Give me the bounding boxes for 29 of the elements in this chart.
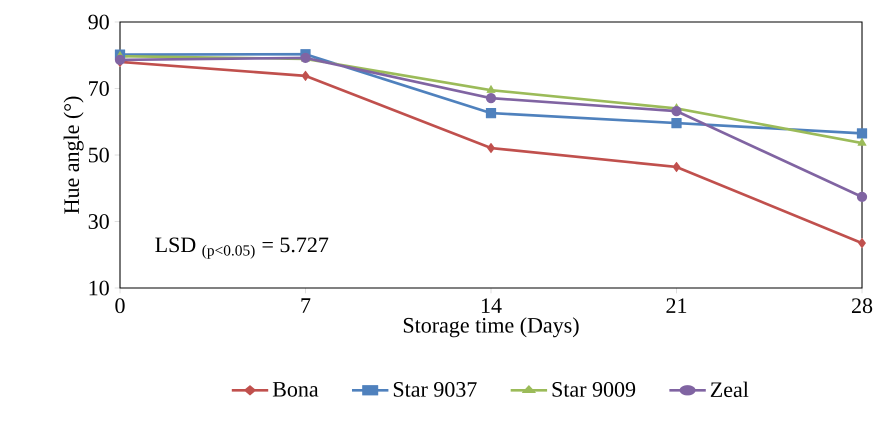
- legend-label: Zeal: [710, 382, 748, 398]
- point: [856, 192, 868, 202]
- legend-label: Star 9037: [394, 382, 477, 397]
- y-tick-label: 10: [90, 280, 109, 296]
- point: [486, 93, 496, 104]
- point: [858, 238, 866, 248]
- point: [486, 108, 496, 118]
- y-tick-label: 70: [89, 81, 109, 96]
- x-axis-title: Storage time (Days): [404, 317, 579, 338]
- y-tick-label: 30: [88, 214, 109, 229]
- y-tick-label: 50: [88, 148, 109, 162]
- point: [856, 128, 868, 139]
- point: [672, 162, 680, 172]
- point: [486, 85, 496, 93]
- x-tick-label: 0: [115, 298, 125, 314]
- annotation: LSD $_{(p<0.05)}$ = 5.727: [155, 237, 328, 259]
- legend-label: Bona: [272, 382, 318, 397]
- x-tick-label: 21: [666, 298, 686, 313]
- point: [487, 142, 495, 154]
- x-tick-label: 7: [301, 298, 310, 313]
- y-tick-label: 90: [88, 14, 109, 30]
- point: [671, 106, 682, 116]
- x-tick-label: 28: [852, 298, 872, 314]
- x-tick-label: 14: [482, 298, 502, 313]
- point: [858, 138, 866, 146]
- point: [671, 118, 682, 128]
- point: [302, 70, 310, 81]
- y-axis-title: Hue angle (°): [64, 96, 84, 214]
- legend-label: Star 9009: [552, 382, 636, 397]
